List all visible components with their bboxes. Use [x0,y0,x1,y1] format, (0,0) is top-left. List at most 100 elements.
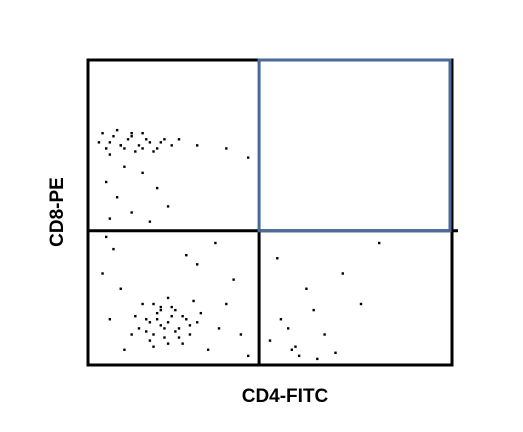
dot [108,153,112,156]
dot [334,351,337,354]
dot [145,318,148,321]
dot [170,144,173,147]
dot [297,354,301,358]
dot [130,132,133,135]
dot [246,156,250,159]
dot [287,327,290,330]
dot [166,321,170,324]
dot [105,147,108,150]
dot [134,150,137,153]
dot [305,287,308,290]
dot [126,138,130,141]
dot [123,147,126,150]
dot [101,272,104,275]
dot [159,305,162,309]
dot [174,308,177,312]
dot [152,333,155,336]
dot [115,128,119,132]
dot [192,299,195,303]
dot [166,342,170,345]
dot [152,345,155,348]
dot [148,141,152,144]
dot [163,327,166,330]
dot [196,144,199,147]
dot [174,330,177,333]
dot [112,135,115,138]
dot [170,305,173,309]
dot [108,318,112,321]
dot [130,135,133,138]
dot [137,144,141,147]
dot [225,147,228,150]
dot [159,308,162,312]
dot [323,333,326,336]
dot [185,254,188,257]
dot [101,132,104,135]
dot [112,247,115,251]
dot [119,144,122,147]
dot [152,150,155,153]
dot [141,302,144,306]
x-axis-label: CD4-FITC [242,386,329,407]
dot [290,348,294,351]
plot-frame [86,58,454,367]
dot [155,147,159,150]
dot [155,186,159,190]
dot [188,324,192,327]
dot [170,315,173,318]
dot [217,327,221,330]
dot [232,278,235,281]
dot [206,348,210,351]
dot [108,217,112,220]
dot [134,315,137,318]
dot [246,354,250,358]
dot [312,308,315,312]
dot [105,180,108,184]
dot [145,330,148,333]
dot [196,321,199,324]
dot [141,171,144,175]
dot [137,327,141,330]
dot [276,257,279,260]
dot [97,141,101,144]
dot [130,333,133,336]
dot [105,235,108,239]
dot [119,287,122,290]
dot [141,147,144,150]
dot [108,141,112,144]
dot [177,138,181,141]
dot [225,302,228,306]
dot [155,318,159,321]
dot [177,336,181,339]
dot [279,318,283,321]
dot [155,311,159,315]
dot [148,220,152,223]
dot [141,132,144,135]
dot [145,138,148,141]
dot [268,339,272,342]
dot [163,138,166,141]
dot [378,241,381,245]
dot [163,336,166,339]
dot [177,327,181,330]
dot [123,165,126,168]
dot [341,272,344,275]
dot [181,315,184,318]
dot [148,339,152,342]
y-axis-label: CD8-PE [47,177,68,247]
dot [199,311,203,315]
dot [152,302,155,306]
gate-selected [257,58,452,233]
dot [166,296,170,300]
dot [166,205,170,208]
dot [196,263,199,266]
dot [159,141,162,144]
dot [188,333,192,336]
dot [185,318,188,321]
dot [159,324,162,327]
dot [294,345,297,348]
dot [115,196,119,199]
dot [130,211,133,214]
dot [316,357,319,361]
